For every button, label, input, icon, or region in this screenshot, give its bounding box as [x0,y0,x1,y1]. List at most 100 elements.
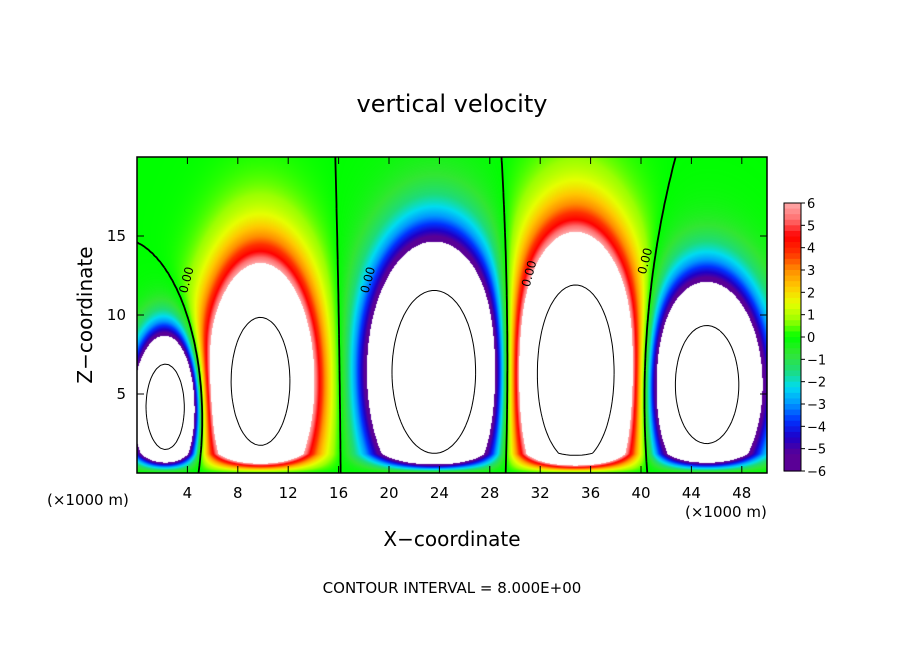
colorbar-swatch [784,242,801,249]
colorbar-swatch [784,409,801,416]
colorbar-swatch [784,270,801,277]
x-tick-label: 8 [233,484,243,502]
colorbar-swatch [784,314,801,321]
contour-interval-note: CONTOUR INTERVAL = 8.000E+00 [323,579,582,597]
colorbar-swatch [784,359,801,366]
colorbar-swatch [784,214,801,221]
colorbar-swatch [784,247,801,254]
contour-label: 0.00 [176,265,196,294]
contour-lines: 0.00 0.00 0.00 0.00 [137,157,740,473]
colorbar-swatch [784,342,801,349]
colorbar-label: −6 [807,465,826,480]
x-unit-label-left: (×1000 m) [47,491,129,509]
colorbar-swatch [784,264,801,271]
colorbar-label: −5 [807,443,826,458]
colorbar-swatch [784,331,801,338]
contour-positive [230,284,615,456]
colorbar-swatch [784,364,801,372]
colorbar-swatch [784,448,801,455]
colorbar-label: 1 [807,309,815,324]
colorbar-label: 5 [807,219,815,234]
contour-label-text: 0.00 [358,265,378,294]
colorbar-swatch [784,398,801,405]
colorbar-swatch [784,253,801,260]
x-unit-label-right: (×1000 m) [685,503,767,521]
colorbar-swatch [784,415,801,422]
colorbar-swatch [784,437,801,444]
colorbar-swatch [784,208,801,215]
x-tick-label: 24 [430,484,449,502]
contour-label: 0.00 [519,259,539,288]
contour-label-text: 0.00 [176,265,196,294]
plot-area: 0.00 0.00 0.00 0.00 [137,157,767,473]
colorbar-swatch [784,387,801,394]
y-tick-label: 10 [107,306,126,324]
colorbar-swatch [784,281,801,288]
colorbar-swatch [784,219,801,226]
colorbar-swatch [784,275,801,282]
colorbar-swatch [784,297,801,305]
contour-zero [137,157,677,473]
colorbar-swatch [784,292,801,299]
x-axis-ticks: 4 8 12 16 20 24 28 32 36 40 44 48 [183,157,751,502]
y-tick-label: 5 [116,385,126,403]
x-tick-label: 4 [183,484,193,502]
x-tick-label: 32 [531,484,550,502]
colorbar-swatch [784,258,801,266]
x-tick-label: 36 [581,484,600,502]
chart-title: vertical velocity [357,90,548,118]
colorbar-swatch [784,230,801,238]
x-tick-label: 28 [480,484,499,502]
colorbar-label: 2 [807,286,815,301]
colorbar-swatch [784,420,801,427]
contour-label-text: 0.00 [519,259,539,288]
x-tick-label: 40 [631,484,650,502]
colorbar-swatch [784,236,801,243]
colorbar-label: 4 [807,242,815,257]
colorbar-label: −2 [807,376,826,391]
colorbar-label: −1 [807,353,826,368]
colorbar-swatch [784,203,801,210]
colorbar-swatch [784,376,801,383]
colorbar-swatch [784,404,801,411]
x-axis-label: X−coordinate [383,527,520,551]
x-tick-label: 16 [329,484,348,502]
colorbar-label: 6 [807,197,815,212]
contour-label: 0.00 [635,246,655,275]
contour-negative [145,290,740,454]
contour-label: 0.00 [358,265,378,294]
x-tick-label: 44 [682,484,701,502]
colorbar-swatch [784,454,801,461]
colorbar-swatch [784,325,801,333]
colorbar: 6 5 4 3 2 1 0 −1 −2 −3 −4 −5 −6 [783,197,826,480]
colorbar-swatch [784,320,801,327]
colorbar-swatch [784,303,801,310]
colorbar-swatch [784,353,801,360]
colorbar-label: 0 [807,331,815,346]
colorbar-label: 3 [807,264,815,279]
colorbar-label: −4 [807,420,826,435]
velocity-field [137,157,767,473]
colorbar-swatch [784,337,801,344]
colorbar-swatch [784,225,801,232]
x-tick-label: 48 [732,484,751,502]
y-axis-ticks: 5 10 15 [107,227,767,403]
colorbar-label: −3 [807,398,826,413]
colorbar-swatch [784,381,801,388]
x-tick-label: 12 [279,484,298,502]
colorbar-swatch [784,392,801,400]
colorbar-swatch [784,459,801,467]
y-tick-label: 15 [107,227,126,245]
colorbar-swatch [784,426,801,433]
colorbar-swatch [784,465,801,472]
contour-label-text: 0.00 [635,246,655,275]
colorbar-swatch [784,348,801,355]
colorbar-swatch [784,370,801,377]
colorbar-swatch [784,431,801,439]
colorbar-swatch [784,443,801,450]
x-tick-label: 20 [379,484,398,502]
colorbar-swatch [784,286,801,293]
colorbar-swatch [784,309,801,316]
y-axis-label: Z−coordinate [73,246,97,383]
